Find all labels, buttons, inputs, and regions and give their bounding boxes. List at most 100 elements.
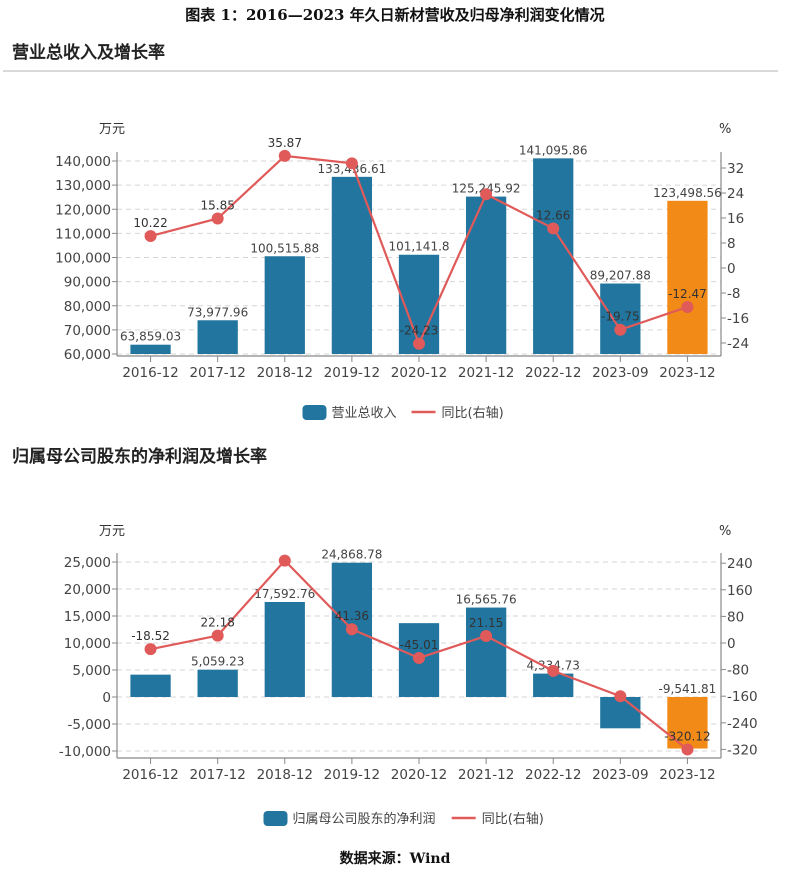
bar [533,158,574,354]
bar-data-label: -9,541.81 [659,682,717,696]
left-axis-tick-label: -10,000 [59,744,111,760]
chart2-section-title: 归属母公司股东的净利润及增长率 [12,447,267,467]
right-axis-unit: % [719,524,731,539]
right-axis-tick-label: -240 [727,716,758,732]
right-axis-tick-label: 16 [727,211,744,227]
x-axis-tick-label: 2021-12 [458,365,514,381]
left-axis-unit: 万元 [99,122,125,137]
growth-point [547,222,560,235]
bar [533,673,574,697]
right-axis-tick-label: 160 [727,583,753,599]
growth-data-label: 12.66 [536,208,570,222]
left-axis-tick-label: 10,000 [64,636,111,652]
bar [130,674,171,697]
growth-data-label: -12.47 [668,287,707,301]
left-axis-tick-label: 70,000 [64,323,111,339]
right-axis-tick-label: 32 [727,161,744,177]
bar [264,601,305,697]
growth-point [211,212,224,225]
right-axis-tick-label: 0 [727,636,736,652]
bar-data-label: 123,498.56 [653,186,722,200]
growth-point [614,690,627,703]
x-axis-tick-label: 2023-12 [659,767,715,783]
left-axis-tick-label: 100,000 [55,251,111,267]
bar-data-label: 141,095.86 [519,143,588,157]
growth-point [345,157,358,170]
growth-point [681,743,694,756]
left-axis-tick-label: 110,000 [55,226,111,242]
bar-data-label: 100,515.88 [250,241,319,255]
left-axis-tick-label: 60,000 [64,347,111,363]
bar [331,176,373,354]
right-axis-tick-label: -24 [727,336,749,352]
growth-point [144,643,157,656]
x-axis-tick-label: 2023-12 [659,365,715,381]
legend-bar-swatch [263,811,288,826]
left-axis-tick-label: 20,000 [64,582,111,598]
left-axis-tick-label: 15,000 [64,609,111,625]
growth-data-label: -19.75 [601,310,640,324]
right-axis-tick-label: -80 [727,663,749,679]
bar [600,697,641,729]
x-axis-tick-label: 2018-12 [257,365,313,381]
left-axis-tick-label: 80,000 [64,299,111,315]
legend-bar-label: 营业总收入 [332,406,397,421]
x-axis-tick-label: 2023-09 [592,767,648,783]
bar-data-label: 16,565.76 [456,593,517,607]
left-axis-unit: 万元 [99,524,125,539]
bar-data-label: 63,859.03 [120,330,181,344]
left-axis-tick-label: 90,000 [64,275,111,291]
x-axis-tick-label: 2017-12 [189,767,245,783]
growth-data-label: 35.87 [268,136,302,150]
growth-point [144,230,157,243]
x-axis-tick-label: 2023-09 [592,365,648,381]
growth-point [614,323,627,336]
bar [130,344,171,354]
bar-highlight [667,200,708,354]
legend-bar-swatch [302,405,327,420]
right-axis-tick-label: -320 [727,742,758,758]
figure-title: 图表 1：2016—2023 年久日新材营收及归母净利润变化情况 [185,6,605,24]
bar [264,256,305,354]
x-axis-tick-label: 2020-12 [391,365,447,381]
x-axis-tick-label: 2016-12 [122,767,178,783]
right-axis-tick-label: 0 [727,261,736,277]
bar-data-label: 5,059.23 [191,655,244,669]
chart1-divider [3,70,778,72]
growth-point [413,337,425,350]
bar [398,254,440,354]
left-axis-tick-label: 120,000 [55,202,111,218]
growth-point [681,300,694,313]
growth-point [480,629,493,642]
x-axis-tick-label: 2016-12 [122,365,178,381]
left-axis-tick-label: -5,000 [67,717,111,733]
right-axis-tick-label: 240 [727,556,753,572]
bar [197,669,238,697]
growth-data-label: -320.12 [664,729,710,743]
legend-line-label: 同比(右轴) [442,406,504,421]
x-axis-tick-label: 2017-12 [189,365,245,381]
growth-data-label: 41.36 [335,609,369,623]
growth-point [480,188,493,201]
legend-line-label: 同比(右轴) [482,812,544,827]
bar [600,283,641,354]
bar-data-label: 73,977.96 [187,305,248,319]
growth-data-label: 22.18 [200,616,234,630]
right-axis-tick-label: 80 [727,609,744,625]
left-axis-tick-label: 130,000 [55,178,111,194]
bar-data-label: 101,141.8 [388,240,449,254]
bar-data-label: 24,868.78 [321,548,382,562]
data-source: 数据来源：Wind [339,851,451,867]
right-axis-tick-label: -8 [727,286,740,302]
x-axis-tick-label: 2019-12 [324,767,380,783]
bar-data-label: 17,592.76 [254,587,315,601]
bar [197,320,238,354]
x-axis-tick-label: 2022-12 [525,365,581,381]
right-axis-tick-label: -16 [727,311,749,327]
growth-point [211,629,224,642]
x-axis-tick-label: 2020-12 [391,767,447,783]
x-axis-tick-label: 2018-12 [257,767,313,783]
growth-data-label: 15.85 [200,198,234,212]
growth-point [345,623,358,636]
